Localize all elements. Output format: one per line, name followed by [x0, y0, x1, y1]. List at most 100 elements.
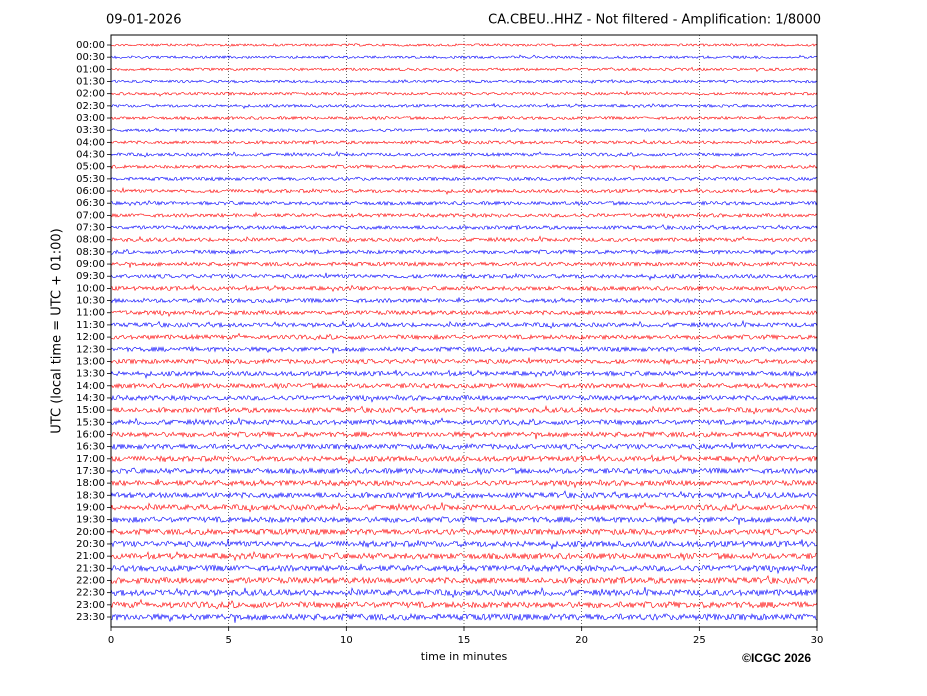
trace — [110, 539, 818, 550]
y-tick-label: 22:30 — [76, 588, 105, 599]
y-tick-label: 23:00 — [76, 600, 105, 611]
y-tick-label: 17:00 — [76, 454, 105, 465]
trace — [110, 90, 818, 97]
trace — [110, 102, 818, 110]
y-tick-label: 21:30 — [76, 563, 105, 574]
trace — [110, 394, 818, 403]
y-tick-label: 16:00 — [76, 429, 105, 440]
trace — [110, 164, 818, 171]
trace — [110, 490, 818, 500]
trace — [110, 78, 818, 84]
trace — [110, 211, 818, 220]
trace — [110, 369, 818, 379]
trace — [110, 224, 818, 231]
y-tick-label: 21:00 — [76, 551, 105, 562]
trace — [110, 261, 818, 268]
y-tick-label: 01:00 — [76, 64, 105, 75]
x-tick-label: 20 — [575, 635, 588, 646]
y-tick-label: 18:30 — [76, 490, 105, 501]
trace — [110, 405, 818, 415]
trace — [110, 502, 818, 513]
y-tick-label: 17:30 — [76, 466, 105, 477]
trace — [110, 478, 818, 489]
y-tick-label: 09:00 — [76, 259, 105, 270]
trace — [110, 127, 818, 134]
y-tick-label: 14:30 — [76, 393, 105, 404]
y-tick-label: 19:00 — [76, 502, 105, 513]
y-tick-label: 08:00 — [76, 235, 105, 246]
y-tick-label: 07:00 — [76, 210, 105, 221]
trace — [110, 454, 818, 464]
y-tick-label: 11:00 — [76, 308, 105, 319]
trace — [110, 550, 818, 562]
y-tick-label: 00:30 — [76, 52, 105, 63]
trace — [110, 528, 818, 536]
trace — [110, 187, 818, 196]
x-tick-label: 5 — [225, 635, 231, 646]
y-tick-label: 08:30 — [76, 247, 105, 258]
y-tick-label: 20:30 — [76, 539, 105, 550]
y-tick-label: 06:00 — [76, 186, 105, 197]
y-tick-label: 11:30 — [76, 320, 105, 331]
trace — [110, 332, 818, 341]
y-tick-label: 02:00 — [76, 89, 105, 100]
trace — [110, 319, 818, 329]
y-tick-label: 00:00 — [76, 40, 105, 51]
trace — [110, 176, 818, 182]
trace — [110, 442, 818, 451]
y-tick-label: 10:30 — [76, 296, 105, 307]
y-tick-label: 05:30 — [76, 174, 105, 185]
y-tick-label: 05:00 — [76, 162, 105, 173]
trace — [110, 309, 818, 318]
y-tick-label: 13:00 — [76, 356, 105, 367]
y-tick-label: 20:00 — [76, 527, 105, 538]
y-tick-label: 16:30 — [76, 442, 105, 453]
y-tick-label: 15:30 — [76, 417, 105, 428]
trace — [110, 515, 818, 525]
trace — [110, 431, 818, 440]
trace — [110, 587, 818, 599]
y-tick-label: 06:30 — [76, 198, 105, 209]
x-tick-label: 10 — [340, 635, 353, 646]
trace — [110, 43, 818, 47]
y-tick-label: 02:30 — [76, 101, 105, 112]
trace — [110, 417, 818, 426]
trace — [110, 345, 818, 354]
trace — [110, 139, 818, 145]
trace — [110, 598, 818, 610]
plot-frame — [110, 34, 818, 628]
date-title: 09-01-2026 — [106, 13, 182, 28]
y-tick-label: 18:00 — [76, 478, 105, 489]
y-tick-label: 14:00 — [76, 381, 105, 392]
chart-title: CA.CBEU..HHZ - Not filtered - Amplificat… — [488, 13, 821, 28]
x-tick-label: 15 — [458, 635, 471, 646]
y-tick-label: 01:30 — [76, 77, 105, 88]
x-tick-label: 0 — [108, 635, 114, 646]
trace — [110, 357, 818, 366]
y-tick-label: 03:30 — [76, 125, 105, 136]
y-tick-label: 19:30 — [76, 515, 105, 526]
y-tick-label: 04:00 — [76, 137, 105, 148]
y-tick-label: 12:30 — [76, 344, 105, 355]
y-tick-label: 07:30 — [76, 223, 105, 234]
trace — [110, 612, 818, 623]
trace — [110, 66, 818, 73]
trace — [110, 150, 818, 158]
x-tick-label: 30 — [811, 635, 824, 646]
x-tick-label: 25 — [693, 635, 706, 646]
trace — [110, 297, 818, 304]
y-tick-label: 23:30 — [76, 612, 105, 623]
credit: ©ICGC 2026 — [742, 651, 811, 665]
y-tick-label: 04:30 — [76, 150, 105, 161]
trace — [110, 272, 818, 281]
trace — [110, 284, 818, 292]
trace — [110, 563, 818, 575]
y-tick-label: 09:30 — [76, 271, 105, 282]
y-tick-label: 12:00 — [76, 332, 105, 343]
x-axis-label: time in minutes — [421, 650, 508, 663]
trace — [110, 248, 818, 256]
trace — [110, 467, 818, 476]
y-tick-label: 03:00 — [76, 113, 105, 124]
y-axis-label: UTC (local time = UTC + 01:00) — [50, 228, 65, 433]
